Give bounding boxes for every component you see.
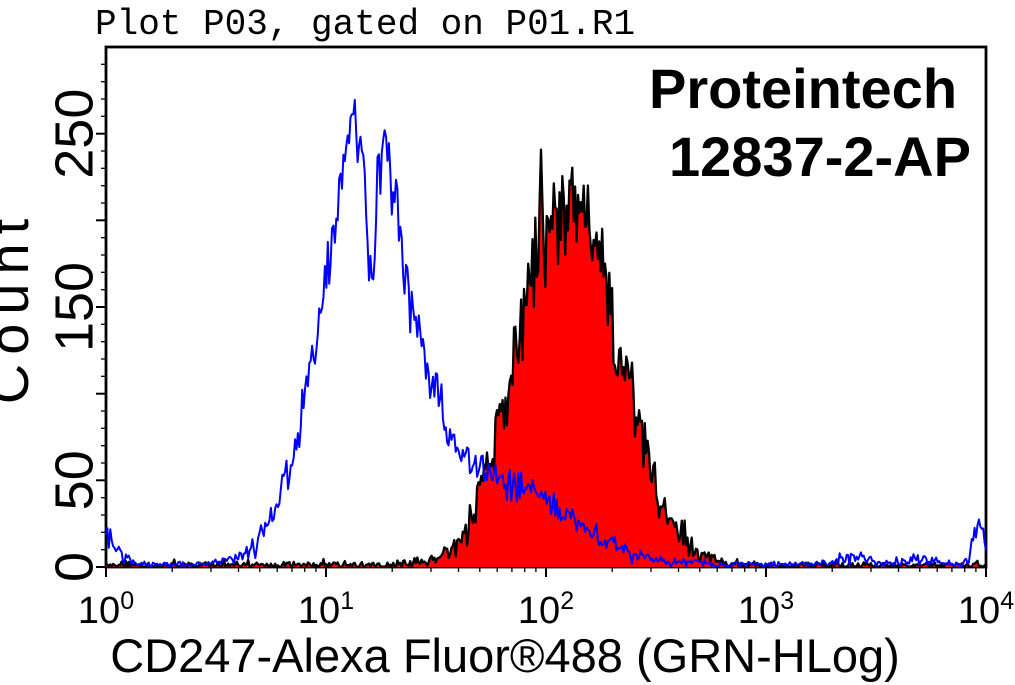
svg-text:12837-2-AP: 12837-2-AP [669, 125, 971, 188]
svg-text:104: 104 [958, 587, 1014, 632]
svg-text:0: 0 [44, 552, 104, 582]
svg-text:Plot P03, gated on P01.R1: Plot P03, gated on P01.R1 [95, 4, 635, 45]
svg-text:Proteintech: Proteintech [649, 57, 957, 120]
svg-text:103: 103 [738, 587, 794, 632]
svg-text:100: 100 [78, 587, 134, 632]
svg-text:Count: Count [0, 210, 40, 404]
svg-text:CD247-Alexa Fluor®488 (GRN-HLo: CD247-Alexa Fluor®488 (GRN-HLog) [110, 629, 900, 682]
svg-text:50: 50 [44, 450, 104, 510]
svg-text:102: 102 [518, 587, 574, 632]
svg-text:150: 150 [44, 262, 104, 352]
svg-text:250: 250 [44, 89, 104, 179]
svg-text:101: 101 [298, 587, 354, 632]
